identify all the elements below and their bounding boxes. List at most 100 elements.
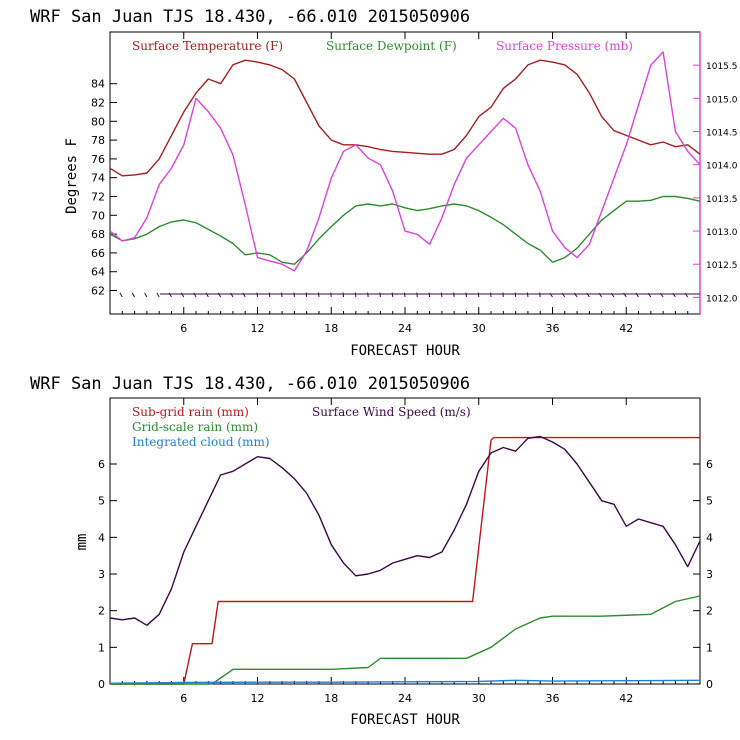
y2-tick-label: 2 <box>706 605 713 618</box>
wind-barb <box>549 292 553 298</box>
y-tick-label: 3 <box>98 568 105 581</box>
precipitation-chart: WRF San Juan TJS 18.430, -66.010 2015050… <box>30 374 713 728</box>
y-tick-label: 64 <box>91 266 105 279</box>
chart2-x-axis-label: FORECAST HOUR <box>350 712 460 728</box>
legend-surface-temperature: Surface Temperature (F) <box>132 39 283 53</box>
x-tick-label: 6 <box>180 692 187 705</box>
wind-barb <box>131 292 136 298</box>
wind-barb <box>684 292 689 298</box>
x-tick-label: 36 <box>546 322 560 335</box>
wind-barb <box>539 292 541 298</box>
y2-tick-label: 1012.0 <box>706 294 738 304</box>
wind-barb <box>156 292 160 298</box>
wind-barb <box>205 292 209 298</box>
y-tick-label: 80 <box>91 115 105 128</box>
x-tick-label: 24 <box>398 692 412 705</box>
y-tick-label: 82 <box>91 97 105 110</box>
y2-tick-label: 1013.5 <box>706 195 738 205</box>
x-tick-label: 6 <box>180 322 187 335</box>
chart1-title: WRF San Juan TJS 18.430, -66.010 2015050… <box>30 7 470 27</box>
x-tick-label: 36 <box>546 692 560 705</box>
chart1-plot-frame <box>109 31 701 315</box>
wind-barb <box>391 292 394 298</box>
y2-tick-label: 1015.0 <box>706 95 738 105</box>
y-tick-label: 2 <box>98 605 105 618</box>
wind-barb <box>119 292 123 298</box>
wind-barb <box>561 292 566 298</box>
legend-surface-dewpoint: Surface Dewpoint (F) <box>326 39 457 53</box>
y-tick-label: 66 <box>91 247 105 260</box>
x-tick-label: 30 <box>472 322 486 335</box>
wind-barb <box>573 292 578 298</box>
legend-surface-wind-speed: Surface Wind Speed (m/s) <box>312 405 471 419</box>
legend-grid-scale-rain: Grid-scale rain (mm) <box>132 420 258 434</box>
wind-barb <box>181 292 185 298</box>
x-tick-label: 12 <box>251 692 265 705</box>
y2-tick-label: 1015.5 <box>706 62 738 72</box>
wind-barb <box>526 292 529 298</box>
series-line-surface-dewpoint-f <box>109 195 701 265</box>
wind-barb <box>659 292 664 298</box>
x-tick-label: 24 <box>398 322 412 335</box>
wind-barb <box>647 292 652 298</box>
wind-barbs <box>119 292 700 298</box>
y-tick-label: 76 <box>91 153 105 166</box>
y2-tick-label: 5 <box>706 495 713 508</box>
y-tick-label: 74 <box>91 172 105 185</box>
y-tick-label: 62 <box>91 285 105 298</box>
series-line-surface-temperature-f <box>109 59 701 177</box>
series-line-surface-wind-speed-m-s <box>109 435 701 626</box>
legend-sub-grid-rain: Sub-grid rain (mm) <box>132 405 249 419</box>
wind-barb <box>635 292 639 298</box>
legend-integrated-cloud: Integrated cloud (mm) <box>132 435 270 449</box>
y-tick-label: 84 <box>91 78 105 91</box>
y-tick-label: 72 <box>91 191 105 204</box>
wind-barb <box>598 292 603 298</box>
wind-barb <box>586 292 590 298</box>
y-tick-label: 1 <box>98 641 105 654</box>
wind-barb <box>610 292 615 298</box>
wind-barb <box>242 292 246 298</box>
chart1-series <box>109 51 701 272</box>
x-tick-label: 30 <box>472 692 486 705</box>
temperature-chart: WRF San Juan TJS 18.430, -66.010 2015050… <box>30 7 738 359</box>
chart2-series <box>109 435 701 685</box>
wind-barb <box>672 292 676 298</box>
x-tick-label: 42 <box>619 322 633 335</box>
y2-tick-label: 4 <box>706 531 713 544</box>
chart1-ticks: 6 12 18 24 30 36 42 62 64 66 68 70 72 74 76 78 80 82 84 101… <box>91 32 738 335</box>
wind-barb <box>623 292 627 298</box>
chart2-title: WRF San Juan TJS 18.430, -66.010 2015050… <box>30 374 470 394</box>
wind-barb <box>217 292 222 298</box>
wind-barb <box>144 292 148 298</box>
chart1-y-axis-label: Degrees F <box>64 138 80 214</box>
y-tick-label: 0 <box>98 678 105 691</box>
wind-barb <box>230 292 234 298</box>
y2-tick-label: 6 <box>706 458 713 471</box>
y2-tick-label: 3 <box>706 568 713 581</box>
wind-barb <box>168 292 172 298</box>
series-line-integrated-cloud-mm <box>109 679 701 684</box>
x-tick-label: 42 <box>619 692 633 705</box>
y2-tick-label: 1 <box>706 641 713 654</box>
series-line-sub-grid-rain-mm <box>110 436 700 685</box>
y2-tick-label: 1014.5 <box>706 129 738 139</box>
chart1-legend: Surface Temperature (F) Surface Dewpoint… <box>132 39 633 53</box>
y2-tick-label: 1012.5 <box>706 261 738 271</box>
wind-barb <box>379 292 381 298</box>
chart1-x-axis-label: FORECAST HOUR <box>350 343 460 359</box>
chart2-y-axis-label: mm <box>74 534 90 551</box>
y-tick-label: 6 <box>98 458 105 471</box>
y-tick-label: 78 <box>91 134 105 147</box>
legend-surface-pressure: Surface Pressure (mb) <box>496 39 633 53</box>
y2-tick-label: 1013.0 <box>706 228 738 238</box>
series-line-grid-scale-rain-mm <box>110 595 701 685</box>
y-tick-label: 4 <box>98 531 105 544</box>
wind-barb <box>404 292 406 298</box>
x-tick-label: 12 <box>251 322 265 335</box>
series-line-surface-pressure-mb <box>109 51 701 272</box>
chart2-legend: Sub-grid rain (mm) Surface Wind Speed (m… <box>132 405 471 449</box>
wind-barb <box>193 292 197 298</box>
